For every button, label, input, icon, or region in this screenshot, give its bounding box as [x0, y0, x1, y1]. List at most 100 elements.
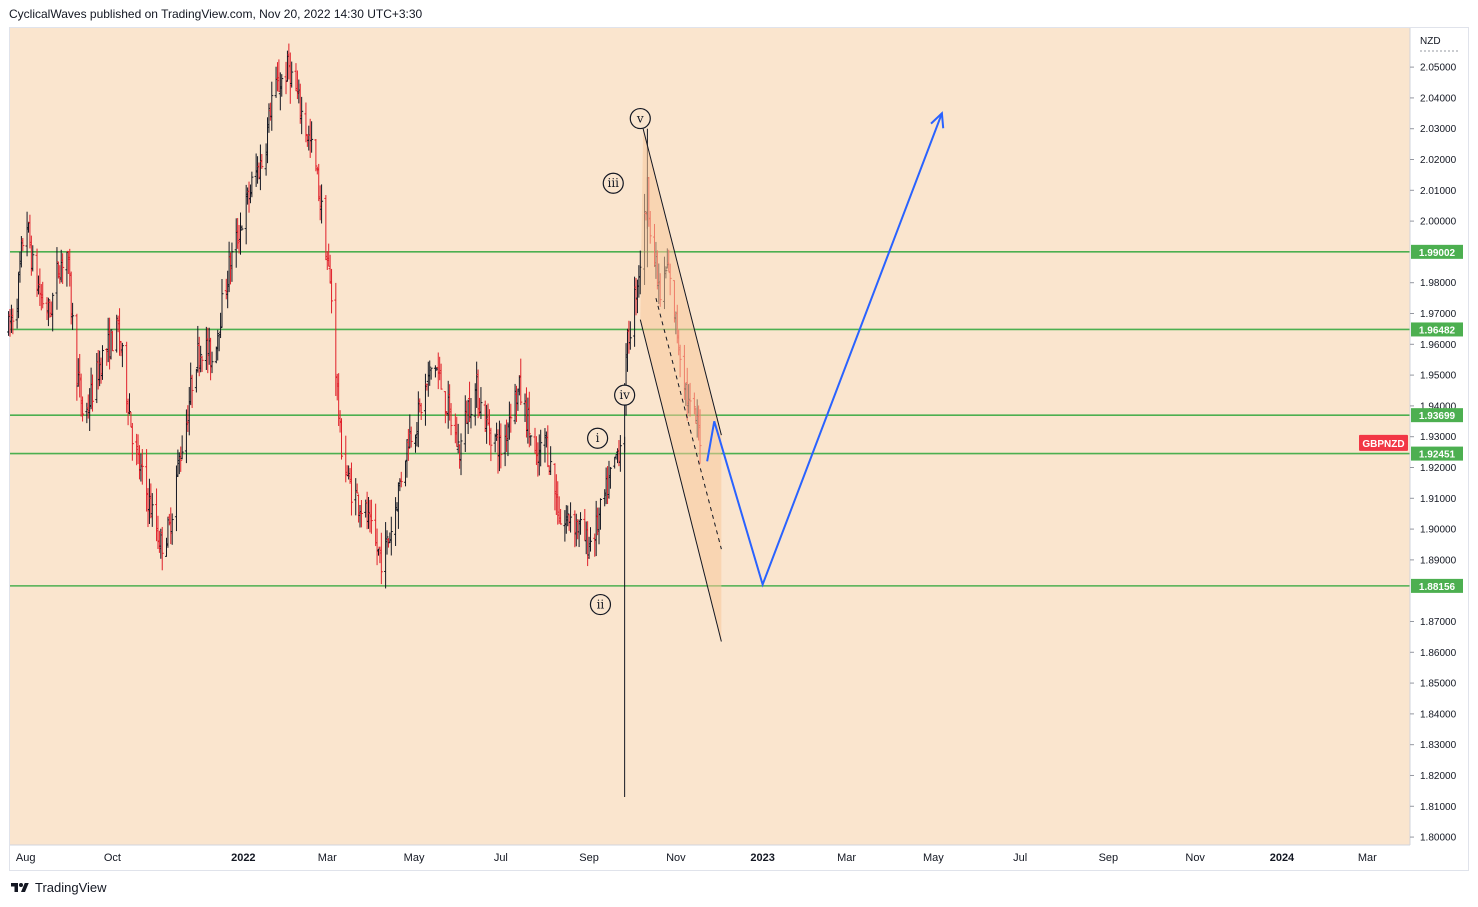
price-tick-label: 2.02000	[1420, 155, 1457, 166]
ohlc-bar	[559, 508, 563, 525]
wave-label: i	[587, 427, 609, 449]
level-price-text: 1.93699	[1419, 411, 1456, 422]
price-tick-label: 1.81000	[1420, 802, 1457, 813]
price-tick-label: 1.85000	[1420, 679, 1457, 690]
ohlc-bar	[349, 462, 353, 516]
ohlc-bar	[290, 61, 294, 88]
ohlc-bar	[369, 499, 373, 534]
ohlc-bar	[250, 171, 254, 198]
ohlc-bar	[399, 471, 403, 488]
ohlc-bar	[21, 238, 25, 252]
price-tick-label: 1.93000	[1420, 432, 1457, 443]
ohlc-bar	[355, 483, 359, 494]
ohlc-bar	[180, 435, 184, 460]
time-tick-label: 2024	[1270, 852, 1295, 864]
time-tick-label: Oct	[104, 852, 121, 864]
price-tick-label: 1.84000	[1420, 709, 1457, 720]
ohlc-bar	[160, 526, 164, 571]
channel-upper-line	[642, 128, 722, 436]
price-tick-label: 1.91000	[1420, 494, 1457, 505]
currency-label: NZD	[1420, 36, 1441, 47]
wave-label-text: v	[636, 112, 644, 126]
ohlc-bar	[300, 96, 304, 135]
ohlc-bar	[170, 513, 174, 545]
ohlc-bar	[130, 422, 134, 461]
ohlc-bar	[608, 466, 612, 489]
ohlc-bar	[260, 154, 264, 169]
price-tick-label: 1.98000	[1420, 278, 1457, 289]
projection-path	[706, 112, 943, 588]
wave-label-text: ii	[597, 598, 605, 612]
channel-midline	[655, 297, 722, 550]
wave-label: iv	[614, 384, 636, 406]
time-tick-label: Sep	[1099, 852, 1119, 864]
time-tick-label: Mar	[318, 852, 337, 864]
price-tick-label: 1.94000	[1420, 401, 1457, 412]
ohlc-bar	[509, 403, 513, 433]
ohlc-bar	[469, 398, 473, 429]
ohlc-bar	[439, 363, 443, 390]
ohlc-bar	[330, 268, 334, 314]
footer-brand: TradingView	[35, 880, 107, 895]
ohlc-bar	[270, 81, 274, 131]
ohlc-bar	[359, 499, 363, 528]
time-tick-label: Jul	[494, 852, 508, 864]
ohlc-bar	[566, 505, 570, 527]
time-tick-label: Mar	[1358, 852, 1377, 864]
ohlc-bar	[220, 279, 224, 329]
ohlc-bar	[379, 532, 383, 585]
symbol-label-text: GBPNZD	[1362, 439, 1404, 450]
ohlc-bar	[199, 345, 203, 373]
symbol-price-label: GBPNZD	[1359, 434, 1408, 451]
ohlc-bar	[428, 360, 432, 386]
price-tick-label: 2.01000	[1420, 186, 1457, 197]
level-price-text: 1.92451	[1419, 450, 1456, 461]
ohlc-bar	[419, 402, 423, 421]
ohlc-bar	[527, 391, 531, 448]
ohlc-bar	[479, 387, 483, 420]
ohlc-bar	[549, 446, 553, 476]
ohlc-bar	[216, 329, 220, 361]
price-tick-label: 1.87000	[1420, 617, 1457, 628]
time-tick-label: Jul	[1013, 852, 1027, 864]
tradingview-logo-icon	[11, 882, 29, 892]
level-price-label: 1.99002	[1411, 244, 1463, 259]
ohlc-bar	[230, 242, 234, 282]
ohlc-bar	[150, 493, 154, 527]
ohlc-bar	[385, 530, 389, 555]
ohlc-bar	[456, 423, 460, 454]
ohlc-bar	[429, 367, 433, 380]
time-tick-label: Nov	[1185, 852, 1205, 864]
ohlc-bar	[110, 330, 114, 352]
price-tick-label: 2.05000	[1420, 63, 1457, 74]
projection-arrowhead	[930, 111, 945, 129]
footer: TradingView	[10, 880, 107, 895]
price-tick-label: 1.96000	[1420, 340, 1457, 351]
time-tick-label: Sep	[579, 852, 599, 864]
ohlc-bar	[406, 428, 410, 461]
level-price-text: 1.99002	[1419, 248, 1456, 259]
wave-label: v	[629, 107, 651, 130]
level-price-text: 1.88156	[1419, 582, 1456, 593]
ohlc-bar	[569, 502, 573, 533]
ohlc-bar	[140, 449, 144, 485]
ohlc-bar	[51, 292, 55, 332]
ohlc-bar	[579, 512, 583, 535]
time-tick-label: Nov	[666, 852, 686, 864]
ohlc-bar	[529, 435, 533, 446]
time-tick-label: 2023	[750, 852, 774, 864]
price-tick-label: 1.80000	[1420, 833, 1457, 844]
time-tick-label: May	[404, 852, 425, 864]
level-price-label: 1.96482	[1411, 322, 1463, 337]
channel-fill	[640, 128, 722, 642]
level-price-label: 1.92451	[1411, 446, 1463, 461]
ohlc-bar	[588, 527, 592, 552]
wave-label-text: iii	[607, 176, 619, 190]
channel-lower-line	[639, 319, 722, 642]
ohlc-bar	[459, 433, 463, 476]
ohlc-bar	[519, 358, 523, 406]
ohlc-bar	[81, 396, 85, 422]
ohlc-bar	[109, 329, 113, 360]
ohlc-bar	[61, 253, 65, 284]
